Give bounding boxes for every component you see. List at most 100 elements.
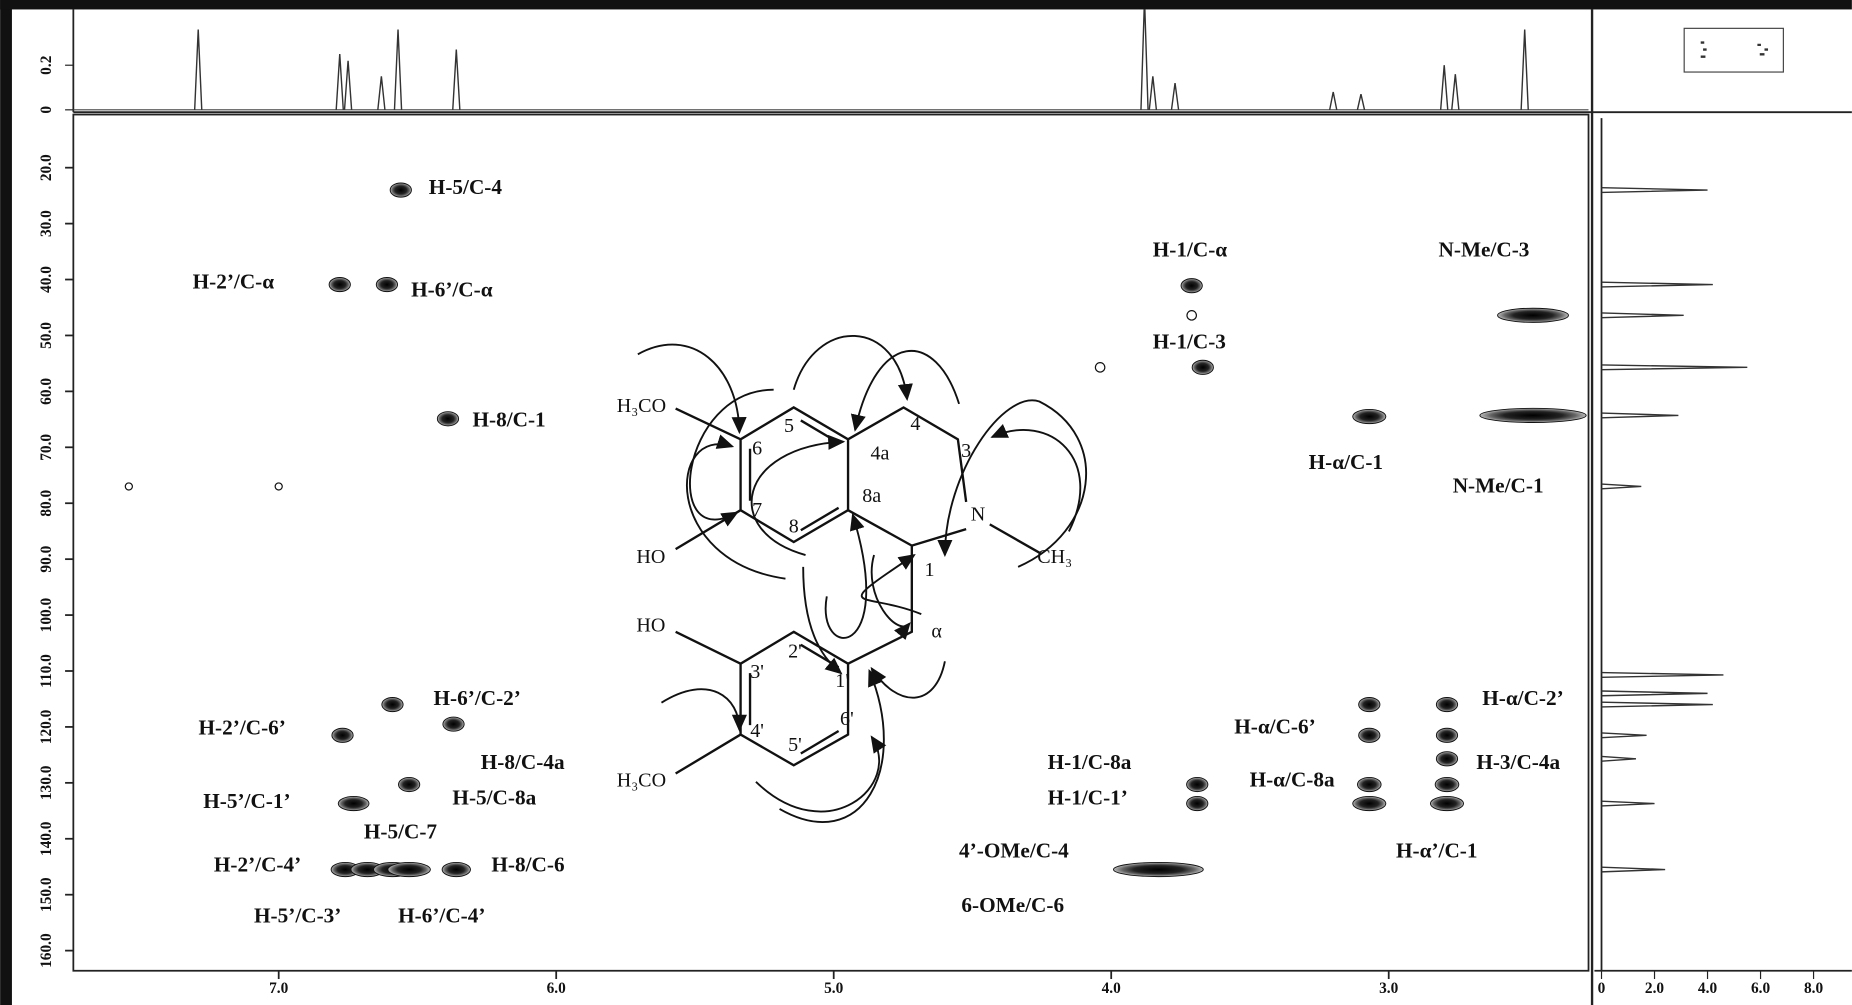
- top-y-tick-label: 0.2: [38, 55, 55, 75]
- atom-label: α: [931, 621, 942, 643]
- y-tick-label: 60.0: [38, 378, 55, 405]
- atom-label: 1': [835, 670, 849, 692]
- x-tick-label: 4.0: [1102, 980, 1122, 997]
- cross-peak: [376, 277, 397, 291]
- cross-peak: [1095, 363, 1104, 372]
- cross-peak: [1353, 796, 1386, 810]
- atom-label: 1: [925, 559, 935, 581]
- atom-label: 6: [752, 438, 762, 460]
- peak-label: H-8/C-6: [491, 853, 564, 877]
- peak-label: H-2’/C-4’: [214, 853, 301, 877]
- peak-label: H-α/C-8a: [1250, 768, 1335, 792]
- atom-label: N: [971, 504, 986, 526]
- peak-label: 6-OMe/C-6: [961, 893, 1064, 917]
- peak-label: H-α’/C-1: [1396, 839, 1478, 863]
- y-tick-label: 70.0: [38, 434, 55, 461]
- top-border: [0, 0, 1852, 9]
- cross-peak: [275, 483, 282, 490]
- cross-peak: [1436, 697, 1457, 711]
- x-tick-label: 3.0: [1379, 980, 1399, 997]
- atom-label: HO: [636, 546, 665, 568]
- peak-label: H-6’/C-2’: [434, 686, 521, 710]
- right-x-tick-label: 0: [1598, 980, 1606, 997]
- peak-label: N-Me/C-3: [1439, 237, 1530, 261]
- y-tick-label: 120.0: [38, 709, 55, 744]
- top-y-tick-label: 0: [38, 106, 55, 114]
- right-x-tick-label: 8.0: [1804, 980, 1824, 997]
- y-tick-label: 150.0: [38, 877, 55, 912]
- right-x-tick-label: 4.0: [1698, 980, 1718, 997]
- peak-label: H-1/C-3: [1153, 330, 1226, 354]
- cross-peak: [1359, 697, 1380, 711]
- atom-label: 5': [788, 734, 802, 756]
- atom-label: CH₃: [1037, 546, 1072, 568]
- x-tick-label: 7.0: [269, 980, 289, 997]
- y-tick-label: 40.0: [38, 266, 55, 293]
- y-tick-label: 110.0: [38, 654, 55, 688]
- peak-label: H-α/C-2’: [1482, 686, 1564, 710]
- cross-peak: [382, 697, 403, 711]
- atom-label: 8a: [862, 485, 881, 507]
- peak-label: H-5’/C-1’: [203, 789, 290, 813]
- peak-label: H-5’/C-3’: [254, 903, 341, 927]
- cross-peak: [1187, 777, 1208, 791]
- peak-label: 4’-OMe/C-4: [959, 839, 1069, 863]
- peak-label: H-8/C-1: [473, 407, 546, 431]
- cross-peak: [1436, 728, 1457, 742]
- peak-label: H-5/C-4: [429, 175, 503, 199]
- cross-peak: [125, 483, 132, 490]
- atom-label: HO: [636, 615, 665, 637]
- y-tick-label: 140.0: [38, 821, 55, 856]
- x-tick-label: 6.0: [547, 980, 567, 997]
- left-border: [0, 0, 12, 1005]
- cross-peak: [338, 796, 369, 810]
- cross-peak: [1187, 311, 1196, 320]
- y-tick-label: 90.0: [38, 545, 55, 572]
- cross-peak: [329, 277, 350, 291]
- atom-label: H₃CO: [617, 395, 666, 417]
- peak-label: H-1/C-α: [1153, 237, 1228, 261]
- hmbc-figure: H₃CO 65 4 3 4a 8a 7 8 N CH₃ HO 1 α HO 2' 3' 1' 6' 4' 5' H₃CO…: [0, 0, 1852, 1005]
- atom-label: 4: [910, 413, 920, 435]
- peak-label: H-6’/C-4’: [398, 903, 485, 927]
- cross-peak: [1192, 360, 1213, 374]
- peak-label: H-α/C-1: [1309, 450, 1383, 474]
- cross-peak: [1436, 752, 1457, 766]
- atom-label: 3': [750, 661, 764, 683]
- peak-label: H-5/C-7: [364, 820, 438, 844]
- atom-label: H₃CO: [617, 769, 666, 791]
- cross-peak: [1187, 796, 1208, 810]
- x-tick-label: 5.0: [824, 980, 844, 997]
- y-tick-label: 130.0: [38, 765, 55, 800]
- peak-label: H-6’/C-α: [411, 278, 493, 302]
- atom-label: 3: [961, 440, 971, 462]
- y-tick-label: 30.0: [38, 210, 55, 237]
- cross-peak: [1181, 279, 1202, 293]
- atom-label: 4a: [870, 442, 889, 464]
- peak-label: H-2’/C-6’: [199, 716, 286, 740]
- y-tick-label: 50.0: [38, 322, 55, 349]
- cross-peak: [1359, 728, 1380, 742]
- y-tick-label: 80.0: [38, 489, 55, 516]
- cross-peak: [443, 717, 464, 731]
- atom-label: 6': [840, 708, 854, 730]
- right-x-tick-label: 2.0: [1645, 980, 1665, 997]
- cross-peak: [1480, 408, 1586, 422]
- cross-peak: [1353, 409, 1386, 423]
- atom-label: 5: [784, 415, 794, 437]
- y-tick-label: 160.0: [38, 933, 55, 968]
- atom-label: 4': [750, 720, 764, 742]
- peak-label: H-8/C-4a: [481, 750, 565, 774]
- atom-label: 8: [789, 516, 799, 538]
- cross-peak: [1498, 308, 1569, 322]
- right-x-tick-label: 6.0: [1751, 980, 1771, 997]
- page: H₃CO 65 4 3 4a 8a 7 8 N CH₃ HO 1 α HO 2' 3' 1' 6' 4' 5' H₃CO…: [0, 0, 1852, 1005]
- peak-label: H-3/C-4a: [1476, 750, 1560, 774]
- atom-label: 7: [752, 499, 762, 521]
- cross-peak: [388, 862, 431, 876]
- cross-peak: [1357, 777, 1381, 791]
- peak-label: N-Me/C-1: [1453, 474, 1544, 498]
- atom-label: 2': [788, 641, 802, 663]
- cross-peak: [1430, 796, 1463, 810]
- peak-label: H-α/C-6’: [1234, 715, 1316, 739]
